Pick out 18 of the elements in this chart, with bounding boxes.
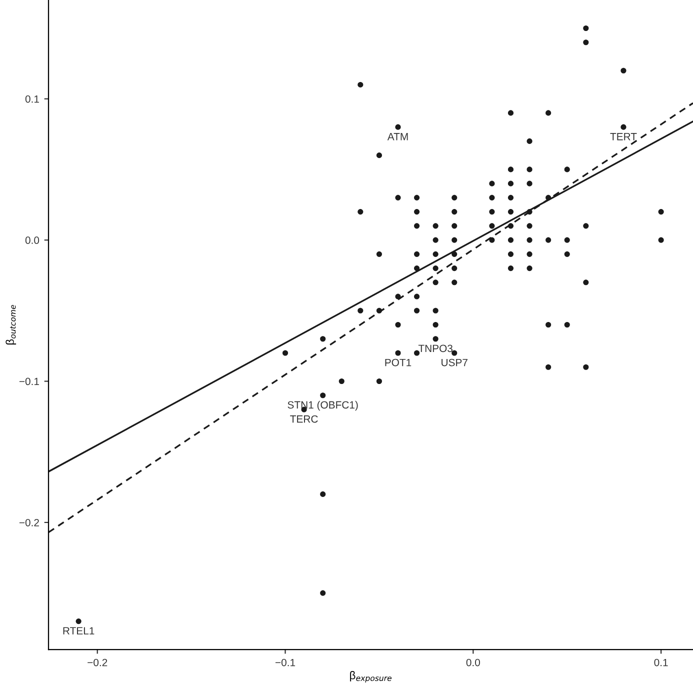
y-tick-label: −0.1	[19, 378, 39, 386]
annotation: POT1	[385, 358, 412, 366]
x-tick-label: 0.0	[466, 658, 480, 666]
y-tick-label: −0.2	[19, 518, 39, 526]
annotation: RTEL1	[63, 627, 94, 634]
annotation: TNPO3	[418, 344, 452, 352]
x-tick-label: −0.2	[88, 658, 108, 666]
y-tick-label: 0.1	[25, 95, 39, 103]
annotation: TERT	[610, 133, 637, 140]
x-tick-label: 0.1	[654, 658, 668, 666]
annotation: STN1 (OBFC1)	[288, 400, 358, 411]
x-axis-title: β$_{exposure}$	[350, 671, 392, 683]
annotation: TERC	[290, 415, 318, 423]
x-tick-label: −0.1	[275, 658, 296, 666]
y-tick-label: 0.0	[25, 236, 40, 244]
annotation: USP7	[442, 358, 468, 366]
annotation: ATM	[387, 133, 408, 140]
y-axis-title: β$_{outcome}$	[6, 304, 16, 344]
